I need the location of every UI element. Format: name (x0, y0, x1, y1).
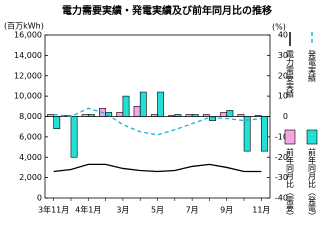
y2-tick-label: -30 (275, 173, 288, 182)
y2-tick-label: 30 (278, 51, 288, 60)
legend-label: 発電実績 (308, 50, 317, 83)
bar (237, 114, 245, 117)
bar (220, 112, 228, 117)
bar (133, 106, 141, 117)
y2-tick-label: 0 (283, 112, 288, 121)
bar (122, 95, 130, 117)
bar (87, 114, 95, 117)
y2-tick-label: -20 (275, 153, 288, 162)
bar (81, 114, 89, 117)
legend-label: 電力需要実績 (286, 50, 295, 99)
bar (47, 114, 54, 117)
y2-tick-label: 20 (278, 71, 288, 80)
y-tick-label: 16,000 (14, 31, 42, 40)
bar (191, 114, 199, 117)
x-tick-label: 3月 (116, 206, 129, 215)
y-tick-label: 8,000 (19, 112, 42, 121)
y-tick-label: 6,000 (19, 132, 42, 141)
bar (254, 115, 262, 117)
bar (116, 112, 124, 117)
bar (226, 110, 234, 117)
y2-tick-label: -10 (275, 132, 288, 141)
line (53, 107, 262, 136)
y-tick-label: 14,000 (14, 51, 42, 60)
y-tick-label: 2,000 (19, 173, 42, 182)
x-tick-label: 4年1月 (75, 205, 101, 215)
line (53, 163, 262, 173)
y-tick-label: 4,000 (19, 153, 42, 162)
bar (70, 116, 78, 158)
y2-tick-label: -40 (275, 194, 288, 203)
y2-tick-label: 10 (278, 92, 288, 101)
y-tick-label: 10,000 (14, 92, 42, 101)
x-tick-label: 7月 (186, 206, 199, 215)
chart-title: 電力需要実績・発電実績及び前年同月比の推移 (62, 4, 272, 17)
bar (174, 114, 182, 117)
legend-label: 前年同月比（需要） (286, 147, 295, 220)
legend-swatch (306, 129, 318, 145)
bar (243, 116, 251, 152)
y2-axis-label: (%) (272, 23, 286, 32)
x-tick-label: 3年11月 (38, 205, 69, 215)
bar (105, 112, 113, 117)
bar (202, 114, 210, 117)
bar (53, 116, 61, 130)
bar (157, 91, 165, 117)
y2-tick-label: 40 (278, 31, 288, 40)
bar (209, 116, 216, 121)
legend-swatch (284, 129, 296, 145)
x-tick-label: 11月 (252, 206, 270, 215)
bar (185, 114, 193, 117)
y-axis-label: (百万kWh) (4, 22, 44, 31)
bar (168, 115, 176, 117)
bar (139, 91, 147, 117)
bar (261, 116, 268, 152)
x-tick-label: 5月 (151, 206, 164, 215)
x-tick-label: 9月 (220, 206, 233, 215)
legend-label: 前年同月比（発電） (308, 147, 317, 220)
bar (150, 114, 158, 117)
y-tick-label: 0 (37, 194, 42, 203)
y-tick-label: 12,000 (14, 71, 42, 80)
